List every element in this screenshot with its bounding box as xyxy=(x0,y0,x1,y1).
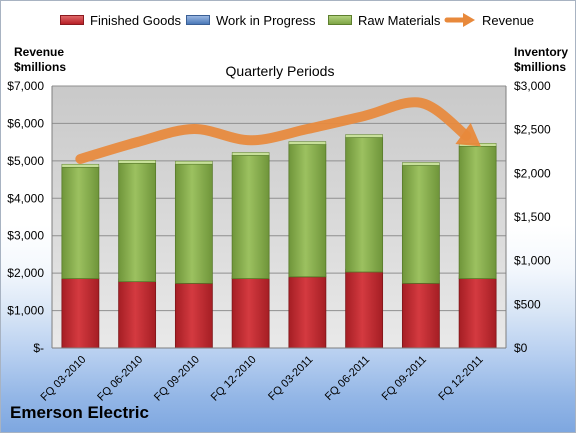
bar-raw-materials xyxy=(174,163,213,284)
left-tick-label: $2,000 xyxy=(7,266,44,280)
category-tick-label: FQ 06-2011 xyxy=(323,354,372,403)
legend-item-raw-materials: Raw Materials xyxy=(328,10,440,30)
legend-label-revenue: Revenue xyxy=(482,12,535,28)
bar-finished-goods xyxy=(345,271,384,349)
bar-finished-goods xyxy=(174,282,213,349)
revenue-arrowhead xyxy=(455,122,481,147)
legend-label-raw-materials: Raw Materials xyxy=(358,12,441,28)
bar-raw-materials-cap xyxy=(345,134,383,138)
bar-finished-goods xyxy=(118,281,157,349)
chart-title: Quarterly Periods xyxy=(226,63,335,79)
category-tick-label: FQ 12-2011 xyxy=(436,354,485,403)
left-tick-label: $1,000 xyxy=(7,304,44,318)
bar-raw-materials xyxy=(458,145,497,279)
right-tick-label: $0 xyxy=(514,341,528,355)
legend-label-finished-goods: Finished Goods xyxy=(90,12,182,28)
bar-finished-goods xyxy=(61,278,100,349)
left-tick-label: $4,000 xyxy=(7,191,44,205)
right-tick-label: $2,000 xyxy=(514,166,551,180)
right-axis-title-line2: $millions xyxy=(514,60,567,74)
chart-legend: Finished Goods Work in Progress Raw Mate… xyxy=(0,8,576,32)
category-tick-label: FQ 09-2010 xyxy=(152,354,202,404)
legend-item-work-in-progress: Work in Progress xyxy=(186,10,315,30)
right-tick-label: $2,500 xyxy=(514,123,551,137)
left-axis-title-line1: Revenue xyxy=(14,45,65,59)
category-tick-label: FQ 03-2011 xyxy=(266,354,315,403)
bar-finished-goods xyxy=(231,278,270,349)
right-tick-label: $1,500 xyxy=(514,210,551,224)
bar-raw-materials xyxy=(345,137,384,273)
legend-item-revenue: Revenue xyxy=(444,10,535,30)
bar-raw-materials xyxy=(61,166,100,279)
legend-swatch-finished-goods xyxy=(60,15,84,25)
legend-swatch-work-in-progress xyxy=(186,15,210,25)
left-axis-title: Revenue $millions xyxy=(14,45,66,75)
bar-raw-materials-cap xyxy=(288,141,327,145)
bar-raw-materials xyxy=(231,155,270,279)
legend-swatch-raw-materials xyxy=(328,15,352,25)
bar-raw-materials-cap xyxy=(61,163,100,168)
bar-raw-materials xyxy=(401,165,440,284)
bar-raw-materials-cap xyxy=(175,160,213,165)
left-axis-title-line2: $millions xyxy=(14,60,67,74)
left-tick-label: $5,000 xyxy=(7,154,44,168)
bar-raw-materials-cap xyxy=(402,162,440,166)
legend-line-revenue xyxy=(444,13,475,27)
category-tick-label: FQ 09-2011 xyxy=(380,354,429,403)
left-tick-label: $6,000 xyxy=(7,116,44,130)
bar-finished-goods xyxy=(458,278,497,349)
category-tick-label: FQ 06-2010 xyxy=(95,354,145,404)
bar-raw-materials xyxy=(288,144,327,278)
right-tick-label: $3,000 xyxy=(514,79,551,93)
bar-finished-goods xyxy=(288,276,327,349)
left-tick-label: $- xyxy=(33,341,44,355)
company-name: Emerson Electric xyxy=(10,403,149,422)
bar-raw-materials-cap xyxy=(118,160,156,164)
bar-finished-goods xyxy=(401,282,440,349)
right-axis-title: Inventory $millions xyxy=(514,45,568,75)
category-tick-label: FQ 03-2010 xyxy=(39,354,89,404)
category-tick-label: FQ 12-2010 xyxy=(209,354,259,404)
right-tick-label: $500 xyxy=(514,297,541,311)
bar-raw-materials-cap xyxy=(231,152,270,156)
left-tick-label: $7,000 xyxy=(7,79,44,93)
right-axis-title-line1: Inventory xyxy=(514,45,569,59)
legend-item-finished-goods: Finished Goods xyxy=(60,10,181,30)
legend-label-work-in-progress: Work in Progress xyxy=(216,12,316,28)
right-tick-label: $1,000 xyxy=(514,254,551,268)
left-tick-label: $3,000 xyxy=(7,229,44,243)
bar-raw-materials xyxy=(118,162,157,283)
revenue-line xyxy=(75,97,472,164)
